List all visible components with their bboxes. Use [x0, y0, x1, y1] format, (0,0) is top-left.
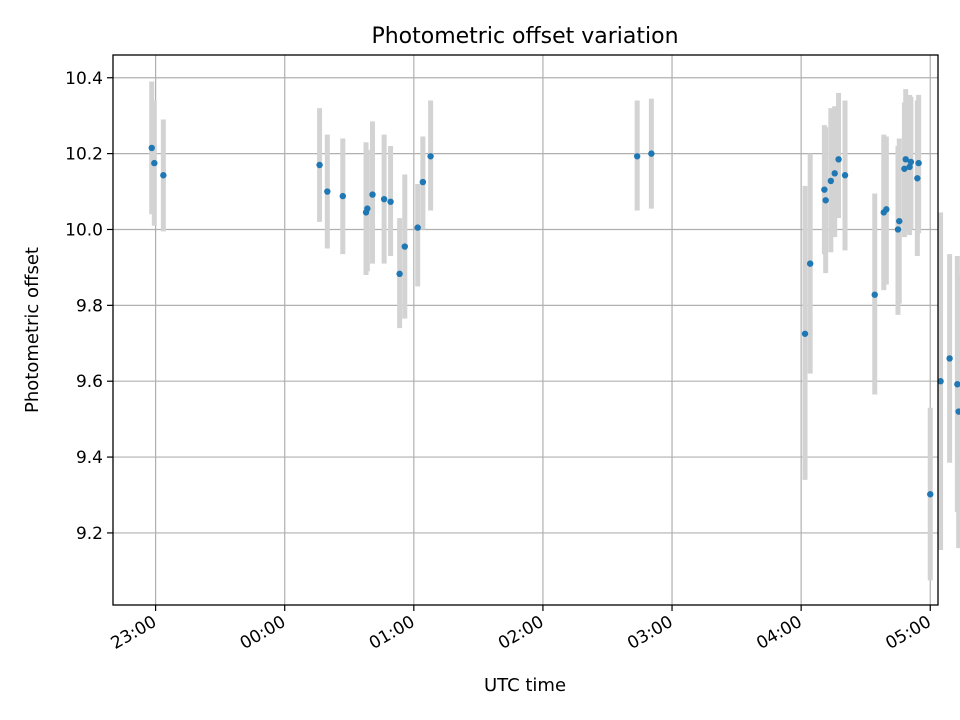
y-tick-label: 9.6 [76, 372, 103, 392]
chart-title: Photometric offset variation [371, 24, 678, 49]
data-point [821, 186, 828, 193]
data-point [324, 188, 331, 195]
data-point [364, 205, 371, 212]
data-point [927, 491, 934, 498]
data-point [316, 161, 323, 169]
data-point [955, 408, 960, 415]
data-point [954, 381, 960, 388]
y-tick-label: 9.2 [76, 524, 103, 544]
data-point [160, 172, 167, 179]
data-point [915, 159, 922, 167]
data-point [937, 378, 944, 385]
data-point [151, 159, 158, 167]
data-point [427, 153, 434, 160]
data-point [806, 260, 814, 267]
data-point [871, 291, 878, 298]
data-point [387, 198, 394, 205]
data-point [894, 226, 902, 233]
data-point [946, 355, 953, 362]
data-point [827, 177, 835, 185]
data-point [835, 156, 842, 163]
plot-frame [112, 54, 939, 606]
y-tick-label: 10.2 [65, 145, 103, 165]
y-tick-label: 9.4 [76, 448, 103, 468]
data-point [369, 191, 376, 198]
data-point [901, 165, 908, 172]
data-point [148, 144, 155, 152]
x-axis-label: UTC time [484, 675, 566, 696]
data-point [396, 270, 403, 278]
data-point [339, 192, 347, 200]
data-point [906, 163, 913, 171]
data-point [801, 330, 809, 337]
data-point [883, 206, 890, 213]
data-point [914, 175, 921, 182]
data-point [419, 178, 427, 186]
y-tick-label: 10.4 [65, 69, 103, 89]
data-point [907, 158, 915, 166]
data-point [380, 195, 388, 203]
data-point [414, 224, 421, 231]
y-tick-label: 9.8 [76, 296, 103, 316]
data-point [401, 243, 408, 250]
y-axis-ticks: 9.2 9.4 9.6 9.8 10.0 10.2 10.4 [65, 69, 113, 544]
data-point [841, 172, 849, 179]
data-point [633, 153, 641, 160]
data-point [648, 150, 655, 157]
data-point [902, 156, 909, 163]
data-point [831, 170, 838, 177]
y-tick-label: 10.0 [65, 220, 103, 240]
y-axis-label: Photometric offset [22, 247, 43, 413]
data-point [822, 197, 829, 204]
point-layer [148, 144, 960, 498]
grid-layer [113, 55, 938, 605]
data-point [896, 217, 903, 225]
